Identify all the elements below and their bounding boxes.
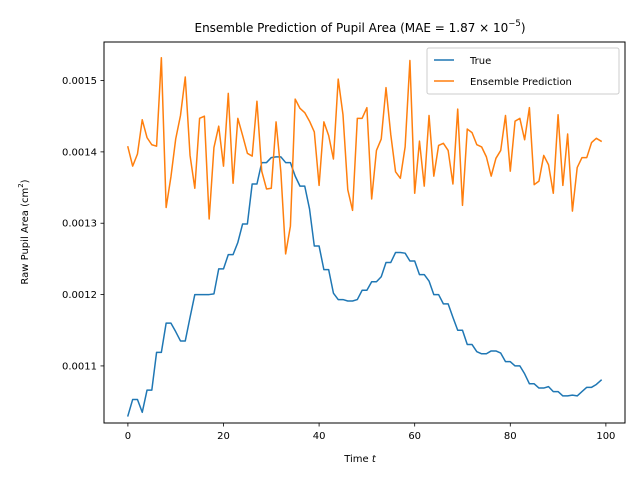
y-axis-exponent: 2 [17, 183, 25, 187]
chart-title: Ensemble Prediction of Pupil Area (MAE =… [194, 19, 525, 35]
series-line-true [126, 156, 603, 417]
plot-frame [103, 41, 626, 424]
x-axis-variable: t [372, 454, 377, 465]
x-tick-label: 40 [313, 431, 326, 442]
legend-box [426, 47, 620, 95]
series-line-ensemble-prediction [126, 56, 603, 255]
x-tick-label: 60 [408, 431, 421, 442]
y-axis-title: Raw Pupil Area (cm2) [17, 179, 31, 284]
x-tick-label: 80 [504, 431, 517, 442]
y-tick-label: 0.0011 [62, 361, 97, 372]
legend-label-ensemble: Ensemble Prediction [470, 77, 572, 88]
plot-area [126, 56, 603, 417]
x-tick-label: 0 [125, 431, 131, 442]
x-tick-label: 100 [596, 431, 615, 442]
legend: True Ensemble Prediction [426, 47, 620, 95]
legend-label-true: True [469, 56, 491, 67]
x-tick-label: 20 [217, 431, 230, 442]
chart-title-close: ) [521, 21, 526, 35]
y-tick-label: 0.0012 [62, 290, 97, 301]
x-axis: 0 20 40 60 80 100 [125, 423, 615, 442]
y-axis-close: ) [20, 179, 31, 183]
y-axis: 0.0011 0.0012 0.0013 0.0014 0.0015 [62, 76, 104, 372]
y-tick-label: 0.0013 [62, 219, 97, 230]
chart-title-exponent: −5 [508, 19, 521, 29]
y-tick-label: 0.0015 [62, 76, 97, 87]
x-axis-title: Time t [343, 454, 377, 465]
y-tick-label: 0.0014 [62, 147, 97, 158]
